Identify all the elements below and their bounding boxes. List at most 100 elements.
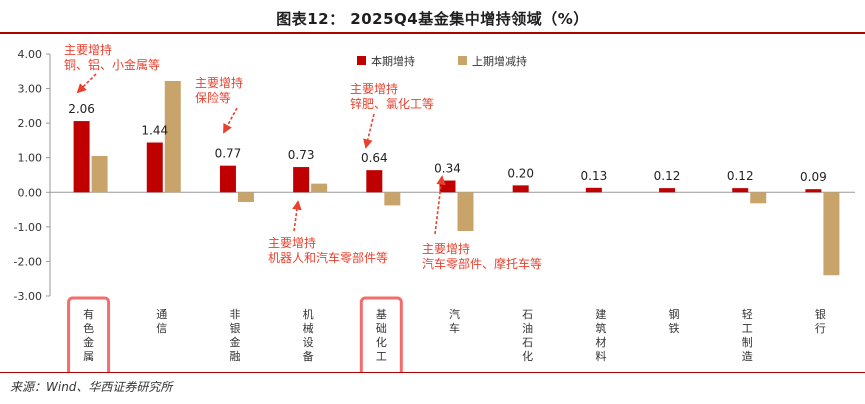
category-label-char: 化 [376,335,387,349]
y-tick-label: 2.00 [18,117,43,130]
category-label-char: 材 [595,335,606,349]
bar-current [512,185,529,193]
category-label-char: 造 [742,349,753,363]
category-label-char: 工 [376,350,387,363]
category-label-char: 筑 [595,321,606,335]
data-label: 0.77 [215,147,242,161]
category-label-char: 石 [522,308,533,321]
y-tick-label: -2.00 [14,255,42,268]
annotation-arrow [76,73,97,94]
annotation-text: 主要增持 [64,42,112,57]
category-label-char: 建 [595,307,606,321]
category-label-char: 铁 [669,322,680,335]
bar-previous [311,183,328,193]
category-label-char: 备 [303,349,314,363]
title-rule [0,32,865,34]
bar-current [659,188,676,193]
category-label-char: 行 [815,322,826,335]
bar-current [585,187,602,193]
category-label-char: 银 [229,321,240,335]
category-label-char: 机 [303,307,314,321]
y-tick-label: -1.00 [14,221,42,234]
annotation-text: 主要增持 [268,235,316,250]
bar-previous [237,192,254,202]
annotation-text: 主要增持 [195,75,243,90]
category-label-char: 融 [229,350,240,363]
y-tick-label: 1.00 [18,152,43,165]
title-bar: 图表12： 2025Q4基金集中增持领域（%） [0,0,865,34]
data-label: 0.34 [434,162,461,176]
y-tick-label: 4.00 [18,48,43,61]
category-label-char: 料 [595,349,606,363]
annotation-arrow [292,200,302,232]
y-tick-label: 3.00 [18,83,43,96]
highlight-box [359,296,403,372]
highlight-box [67,296,111,372]
legend-swatch-current [357,56,366,65]
chart-title: 图表12： 2025Q4基金集中增持领域（%） [276,10,589,28]
annotation-text: 保险等 [195,90,231,105]
legend-label-current: 本期增持 [371,54,415,68]
bar-current [73,121,90,193]
y-tick-label: 0.00 [18,186,43,199]
category-label-char: 银 [815,307,826,321]
data-label: 0.09 [800,170,827,184]
annotation-text: 主要增持 [350,81,398,96]
source-rule [0,372,865,373]
category-label-char: 金 [83,335,94,349]
data-label: 0.12 [727,169,754,183]
data-label: 0.64 [361,151,388,165]
data-label: 0.12 [654,169,681,183]
category-label-char: 工 [742,322,753,335]
data-label: 0.73 [288,148,315,162]
bar-current [732,188,749,193]
bar-chart: 4.00 3.00 2.00 1.00 0.00 -1.00 -2.00 -3.00 2.06 有… [14,42,855,372]
bar-current [439,180,456,193]
category-label-char: 础 [376,322,387,335]
data-label: 0.20 [507,166,534,180]
bar-previous [823,192,840,276]
annotation-text: 铜、铝、小金属等 [64,57,160,72]
annotation-arrow [223,107,238,134]
category-label-char: 设 [303,336,314,349]
bar-current [293,167,310,193]
category-label-char: 有 [83,307,94,321]
annotation-arrow [434,175,446,235]
category-label-char: 非 [229,308,240,321]
category-label-char: 汽 [449,307,460,321]
bar-previous [384,192,401,206]
bar-current [146,142,163,193]
category-label-char: 化 [522,349,533,363]
category-label-char: 色 [83,321,94,335]
annotation-text: 机器人和汽车零部件等 [268,250,388,265]
data-label: 2.06 [68,102,95,116]
category-label-char: 基 [376,308,387,321]
category-label-char: 械 [303,321,314,335]
bar-current [366,170,383,193]
category-label-char: 制 [742,336,753,349]
annotation-text: 锌肥、氯化工等 [350,97,434,111]
category-label-char: 石 [522,336,533,349]
category-label-char: 轻 [742,307,753,321]
category-label-char: 车 [449,321,460,335]
legend-swatch-previous [458,56,467,65]
category-label-char: 属 [83,350,94,363]
category-label-char: 油 [522,321,533,335]
data-label: 1.44 [141,124,168,138]
bar-previous [750,192,767,204]
annotation-arrow [363,113,375,149]
annotation-text: 主要增持 [422,241,470,256]
bar-current [805,189,822,193]
category-label-char: 钢 [669,308,680,321]
bar-previous [164,80,181,193]
bar-previous [91,155,108,193]
source-note: 来源：Wind、华西证券研究所 [10,380,173,394]
bar-previous [457,192,474,232]
category-label-char: 金 [229,335,240,349]
legend-label-previous: 上期增减持 [472,54,527,68]
y-tick-label: -3.00 [14,290,42,303]
bar-current [219,165,236,193]
data-label: 0.13 [581,169,608,183]
category-label-char: 信 [156,322,167,335]
annotation-text: 汽车零部件、摩托车等 [422,256,542,271]
